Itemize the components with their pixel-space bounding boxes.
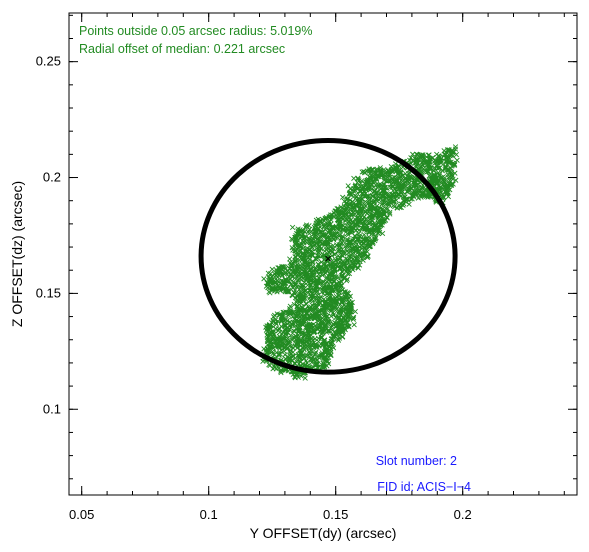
axis-ticks: 0.05 0.1 0.15 0.2 0.1 0.15 0.2 0.25 [36,13,577,522]
scatter-point-crosses [260,144,460,381]
x-tick-label: 0.1 [200,507,218,522]
y-tick-label: 0.25 [36,54,61,69]
annotation-fid-id: FID id: ACIS−I−4 [377,480,471,494]
y-axis-title: Z OFFSET(dz) (arcsec) [9,181,25,327]
tolerance-circle [198,137,458,375]
y-tick-label: 0.15 [36,285,61,300]
annotation-slot-number: Slot number: 2 [376,454,457,468]
y-tick-label: 0.2 [43,170,61,185]
x-axis-title: Y OFFSET(dy) (arcsec) [250,525,397,541]
plot-frame [68,12,578,496]
y-tick-label: 0.1 [43,401,61,416]
tolerance-circle-layer [198,137,458,375]
median-marker [325,255,332,262]
x-tick-label: 0.05 [69,507,94,522]
annotation-outside-points: Points outside 0.05 arcsec radius: 5.019… [79,24,312,38]
x-tick-label: 0.2 [454,507,472,522]
scatter-points [260,144,460,381]
x-tick-label: 0.15 [323,507,348,522]
annotation-median-offset: Radial offset of median: 0.221 arcsec [79,42,285,56]
